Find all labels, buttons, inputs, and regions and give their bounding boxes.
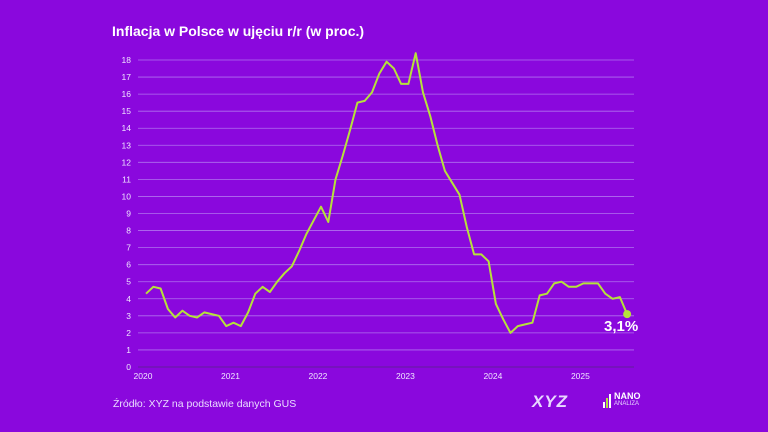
nano-logo-text: NANO: [614, 391, 641, 401]
y-tick-label: 5: [126, 277, 131, 287]
y-tick-label: 10: [122, 191, 132, 201]
y-tick-label: 6: [126, 260, 131, 270]
x-tick-label: 2022: [308, 371, 327, 381]
inflation-line: [145, 52, 629, 334]
y-tick-label: 2: [126, 328, 131, 338]
y-tick-label: 17: [122, 72, 132, 82]
y-tick-label: 13: [122, 140, 132, 150]
y-tick-label: 8: [126, 226, 131, 236]
bars-icon: [603, 394, 611, 408]
x-tick-label: 2021: [221, 371, 240, 381]
xyz-logo: XYZ: [532, 392, 569, 411]
y-tick-label: 9: [126, 209, 131, 219]
y-tick-label: 4: [126, 294, 131, 304]
nano-analiza-logo: NANO ANALIZA: [603, 392, 641, 408]
chart-title: Inflacja w Polsce w ujęciu r/r (w proc.): [112, 23, 365, 39]
x-tick-label: 2020: [134, 371, 153, 381]
y-tick-label: 15: [122, 106, 132, 116]
y-tick-label: 18: [122, 55, 132, 65]
y-tick-label: 0: [126, 362, 131, 372]
y-tick-label: 14: [122, 123, 132, 133]
y-tick-label: 1: [126, 345, 131, 355]
source-note: Źródło: XYZ na podstawie danych GUS: [113, 398, 297, 410]
x-tick-label: 2023: [396, 371, 415, 381]
y-tick-label: 7: [126, 243, 131, 253]
y-tick-label: 3: [126, 311, 131, 321]
last-value-label: 3,1%: [604, 318, 638, 335]
y-tick-label: 11: [122, 174, 131, 184]
analiza-logo-text: ANALIZA: [614, 401, 640, 407]
y-tick-label: 16: [122, 89, 132, 99]
x-tick-label: 2024: [483, 371, 502, 381]
y-tick-label: 12: [122, 157, 132, 167]
last-point-marker: [623, 310, 632, 319]
x-tick-label: 2025: [571, 371, 590, 381]
